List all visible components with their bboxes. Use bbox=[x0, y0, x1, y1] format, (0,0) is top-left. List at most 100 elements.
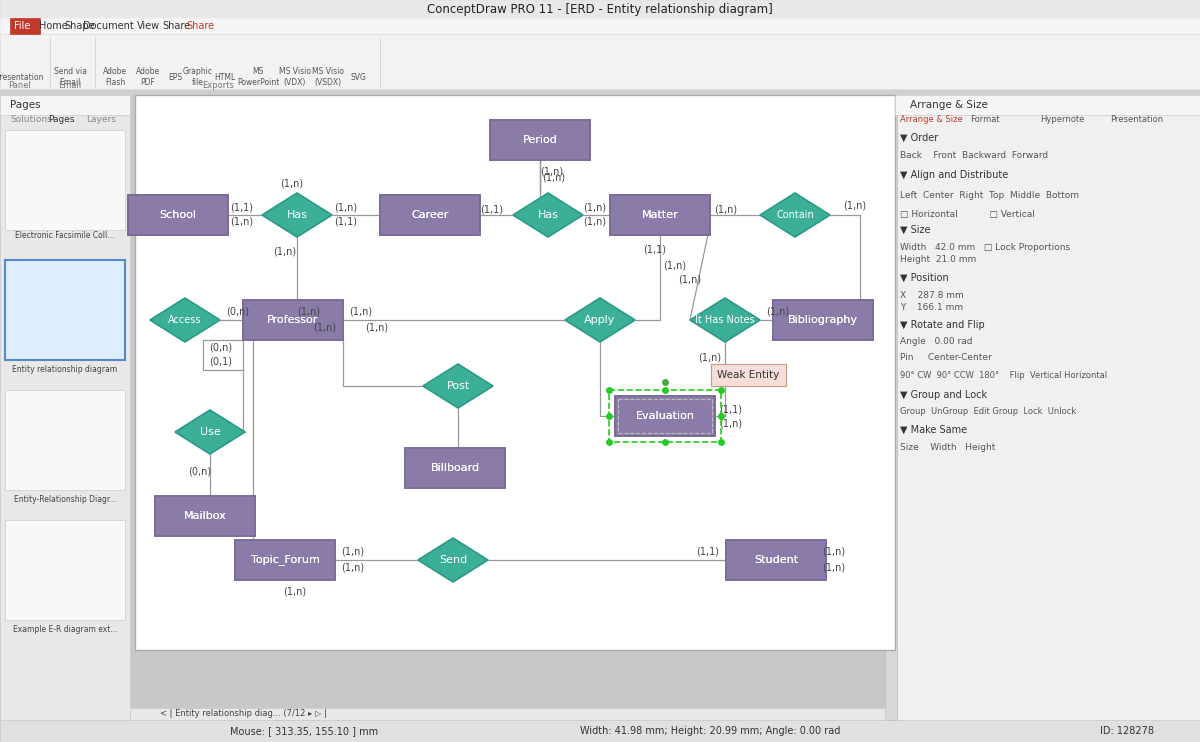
Text: ▼ Rotate and Flip: ▼ Rotate and Flip bbox=[900, 320, 985, 330]
Text: Share: Share bbox=[186, 21, 214, 31]
Polygon shape bbox=[760, 193, 830, 237]
Polygon shape bbox=[175, 410, 245, 454]
Text: Adobe
Flash: Adobe Flash bbox=[103, 68, 127, 87]
Bar bbox=[0, 0, 1200, 18]
Bar bbox=[0, 34, 1200, 89]
Text: Electronic Facsimile Coll...: Electronic Facsimile Coll... bbox=[16, 231, 115, 240]
Bar bbox=[610, 195, 710, 235]
Text: Entity relationship diagram: Entity relationship diagram bbox=[12, 366, 118, 375]
Text: View: View bbox=[137, 21, 160, 31]
Text: (1,n): (1,n) bbox=[335, 203, 358, 213]
Bar bbox=[610, 195, 710, 235]
Text: Size    Width   Height: Size Width Height bbox=[900, 442, 995, 451]
Text: Career: Career bbox=[412, 210, 449, 220]
Bar bbox=[773, 300, 874, 340]
Bar bbox=[130, 708, 886, 720]
Bar bbox=[710, 364, 786, 386]
Text: Student: Student bbox=[754, 555, 798, 565]
Bar bbox=[128, 195, 228, 235]
Bar bbox=[5, 390, 125, 490]
Text: (1,n): (1,n) bbox=[822, 563, 846, 573]
Text: Entity-Relationship Diagr...: Entity-Relationship Diagr... bbox=[13, 496, 116, 505]
Text: Example E-R diagram ext...: Example E-R diagram ext... bbox=[13, 626, 118, 634]
Bar bbox=[10, 18, 40, 34]
Text: SVG: SVG bbox=[350, 73, 366, 82]
Text: Evaluation: Evaluation bbox=[636, 411, 695, 421]
Text: Arrange & Size: Arrange & Size bbox=[900, 116, 962, 125]
Text: (1,n): (1,n) bbox=[342, 547, 365, 557]
Polygon shape bbox=[262, 193, 332, 237]
Text: (1,n): (1,n) bbox=[664, 260, 686, 270]
Text: Mailbox: Mailbox bbox=[184, 511, 227, 521]
Bar bbox=[380, 195, 480, 235]
Bar bbox=[0, 95, 130, 115]
Text: Pages: Pages bbox=[48, 116, 74, 125]
Text: (1,n): (1,n) bbox=[366, 323, 389, 333]
Text: (1,n): (1,n) bbox=[349, 307, 372, 317]
Polygon shape bbox=[150, 298, 220, 342]
Bar bbox=[616, 396, 715, 436]
Bar bbox=[380, 195, 480, 235]
Text: Has: Has bbox=[287, 210, 307, 220]
Polygon shape bbox=[565, 298, 635, 342]
Text: Send via
Email: Send via Email bbox=[54, 68, 86, 87]
Text: Height  21.0 mm: Height 21.0 mm bbox=[900, 255, 977, 264]
Bar bbox=[155, 496, 256, 536]
Bar bbox=[155, 496, 256, 536]
Text: (1,n): (1,n) bbox=[583, 217, 606, 227]
Text: Mailbox: Mailbox bbox=[184, 511, 227, 521]
Text: (1,n): (1,n) bbox=[822, 547, 846, 557]
Text: Professor: Professor bbox=[268, 315, 319, 325]
Text: School: School bbox=[160, 210, 197, 220]
Text: Group  UnGroup  Edit Group  Lock  Unlock: Group UnGroup Edit Group Lock Unlock bbox=[900, 407, 1076, 416]
Text: □ Horizontal           □ Vertical: □ Horizontal □ Vertical bbox=[900, 211, 1034, 220]
Text: It Has Notes: It Has Notes bbox=[695, 315, 755, 325]
Text: Arrange & Size: Arrange & Size bbox=[910, 100, 988, 110]
Text: Angle   0.00 rad: Angle 0.00 rad bbox=[900, 338, 972, 347]
Text: (1,n): (1,n) bbox=[720, 418, 743, 428]
Text: Adobe
PDF: Adobe PDF bbox=[136, 68, 160, 87]
Text: < | Entity relationship diag... (7/12 ▸ ▷ |: < | Entity relationship diag... (7/12 ▸ … bbox=[160, 709, 326, 718]
Text: Matter: Matter bbox=[642, 210, 678, 220]
Text: ▼ Make Same: ▼ Make Same bbox=[900, 425, 967, 435]
Text: MS Visio
(VDX): MS Visio (VDX) bbox=[278, 68, 311, 87]
Text: Has: Has bbox=[538, 210, 558, 220]
Bar bbox=[406, 448, 505, 488]
Text: Presentation: Presentation bbox=[1110, 116, 1163, 125]
Text: (1,1): (1,1) bbox=[230, 203, 253, 213]
Text: Contain: Contain bbox=[776, 210, 814, 220]
Text: Period: Period bbox=[522, 135, 558, 145]
Text: Bibliography: Bibliography bbox=[788, 315, 858, 325]
Text: Left  Center  Right  Top  Middle  Bottom: Left Center Right Top Middle Bottom bbox=[900, 191, 1079, 200]
Text: Period: Period bbox=[522, 135, 558, 145]
Polygon shape bbox=[424, 364, 493, 408]
Text: Width   42.0 mm   □ Lock Proportions: Width 42.0 mm □ Lock Proportions bbox=[900, 243, 1070, 252]
Text: Matter: Matter bbox=[642, 210, 678, 220]
Text: (1,1): (1,1) bbox=[696, 547, 720, 557]
Bar bbox=[0, 34, 1200, 89]
Bar bbox=[773, 300, 874, 340]
Bar bbox=[5, 260, 125, 360]
Text: Share: Share bbox=[162, 21, 190, 31]
Bar bbox=[895, 95, 1200, 720]
Text: (1,1): (1,1) bbox=[643, 245, 666, 255]
Text: (1,n): (1,n) bbox=[542, 173, 565, 183]
Bar bbox=[406, 448, 505, 488]
Text: EPS: EPS bbox=[168, 73, 182, 82]
Polygon shape bbox=[514, 193, 583, 237]
Text: Topic_Forum: Topic_Forum bbox=[251, 554, 319, 565]
Text: Format: Format bbox=[970, 116, 1000, 125]
Bar bbox=[726, 540, 826, 580]
Bar bbox=[0, 89, 1200, 95]
Text: (1,n): (1,n) bbox=[844, 200, 866, 210]
Text: (1,n): (1,n) bbox=[714, 205, 738, 215]
Text: Solutions: Solutions bbox=[10, 116, 52, 125]
Text: Post: Post bbox=[446, 381, 469, 391]
Text: Home: Home bbox=[38, 21, 67, 31]
Text: Y    166.1 mm: Y 166.1 mm bbox=[900, 303, 964, 312]
Text: Career: Career bbox=[412, 210, 449, 220]
Text: Exports: Exports bbox=[202, 80, 234, 90]
Bar bbox=[128, 195, 228, 235]
Text: (1,n): (1,n) bbox=[342, 563, 365, 573]
Bar bbox=[490, 120, 590, 160]
